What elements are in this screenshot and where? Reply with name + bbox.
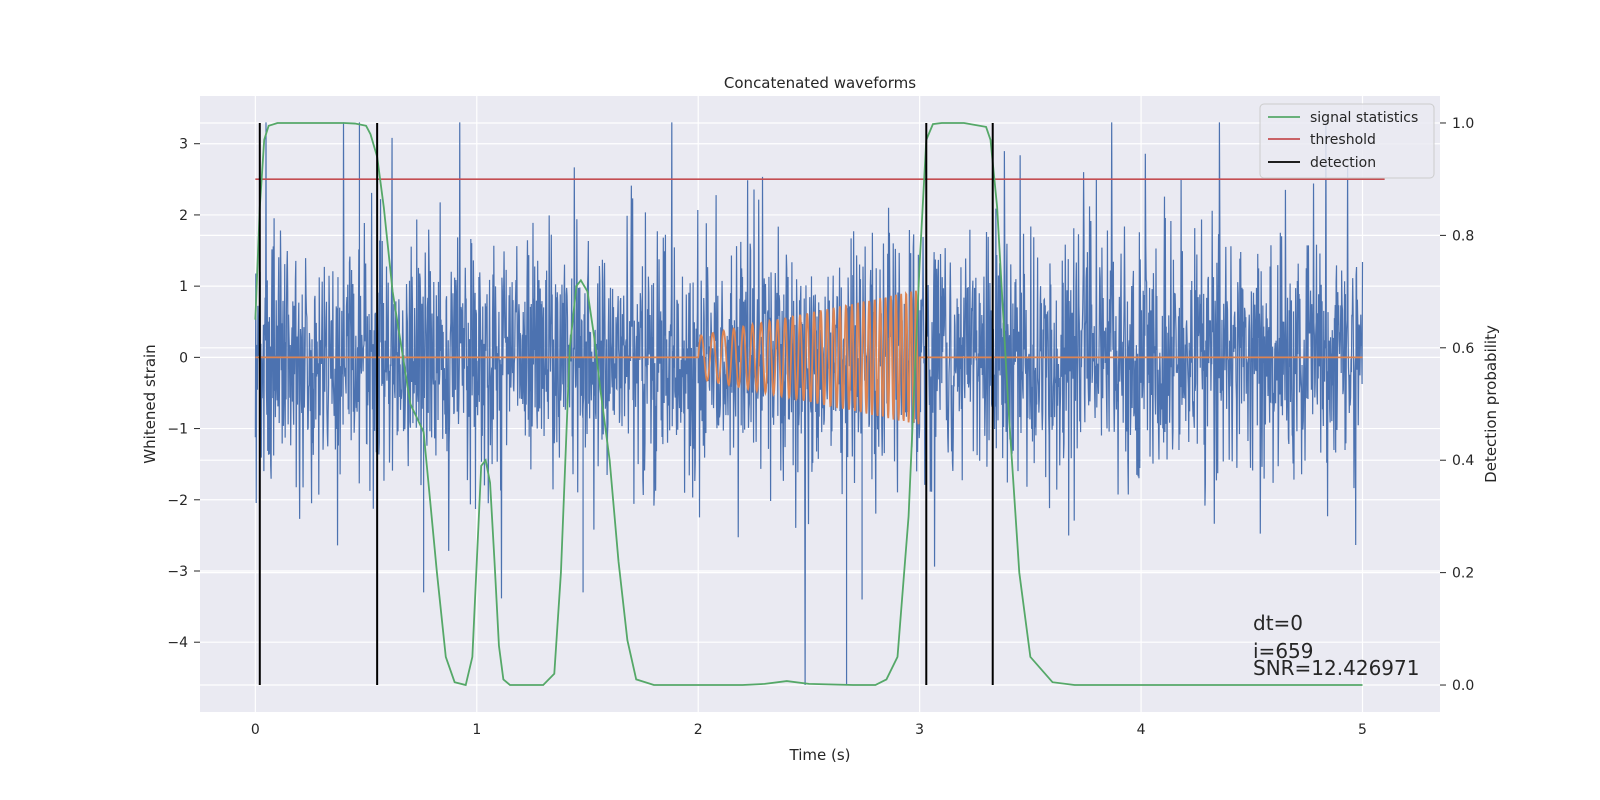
y-tick-label: 3	[179, 137, 188, 153]
y-tick-label: −3	[167, 564, 188, 580]
x-tick-label: 4	[1137, 722, 1146, 738]
template-trace	[255, 290, 1363, 425]
legend-label-detection: detection	[1310, 155, 1376, 171]
legend-box	[1259, 103, 1435, 179]
y2-tick-label: 0.0	[1452, 678, 1474, 694]
x-tick-label: 0	[251, 722, 260, 738]
y-axis-left: −4 −3 −2 −1 0 1 2 3	[167, 137, 200, 651]
signal-statistics-line	[254, 122, 1363, 687]
legend-label-signal-statistics: signal statistics	[1310, 110, 1418, 126]
plot-background	[200, 96, 1440, 712]
y2-tick-label: 0.4	[1452, 453, 1474, 469]
y2-tick-label: 1.0	[1452, 116, 1474, 132]
annotation-snr: SNR=12.426971	[1253, 656, 1419, 680]
y-tick-label: 2	[179, 208, 188, 224]
annotation-index: i=659	[1253, 639, 1314, 663]
x-tick-label: 3	[915, 722, 924, 738]
x-axis: 0 1 2 3 4 5	[251, 722, 1367, 738]
y-tick-label: 1	[179, 279, 188, 295]
annotation-dt: dt=0	[1253, 611, 1303, 635]
y-tick-label: −4	[167, 635, 188, 651]
y2-tick-label: 0.2	[1452, 566, 1474, 582]
y-tick-label: −2	[167, 493, 188, 509]
y-axis-title: Whitened strain	[141, 344, 159, 463]
x-axis-title: Time (s)	[789, 746, 851, 764]
x-tick-label: 2	[694, 722, 703, 738]
x-tick-label: 1	[472, 722, 481, 738]
chart-title: Concatenated waveforms	[724, 74, 916, 92]
x-tick-label: 5	[1358, 722, 1367, 738]
legend-label-threshold: threshold	[1310, 132, 1376, 148]
detection-lines	[258, 122, 994, 686]
y-axis-right: 0.0 0.2 0.4 0.6 0.8 1.0	[1440, 116, 1474, 694]
y-tick-label: −1	[167, 422, 188, 438]
y2-axis-title: Detection probability	[1482, 325, 1500, 483]
y2-tick-label: 0.6	[1452, 341, 1474, 357]
y-tick-label: 0	[179, 350, 188, 366]
legend: signal statistics threshold detection	[1259, 103, 1435, 179]
y2-tick-label: 0.8	[1452, 228, 1474, 244]
